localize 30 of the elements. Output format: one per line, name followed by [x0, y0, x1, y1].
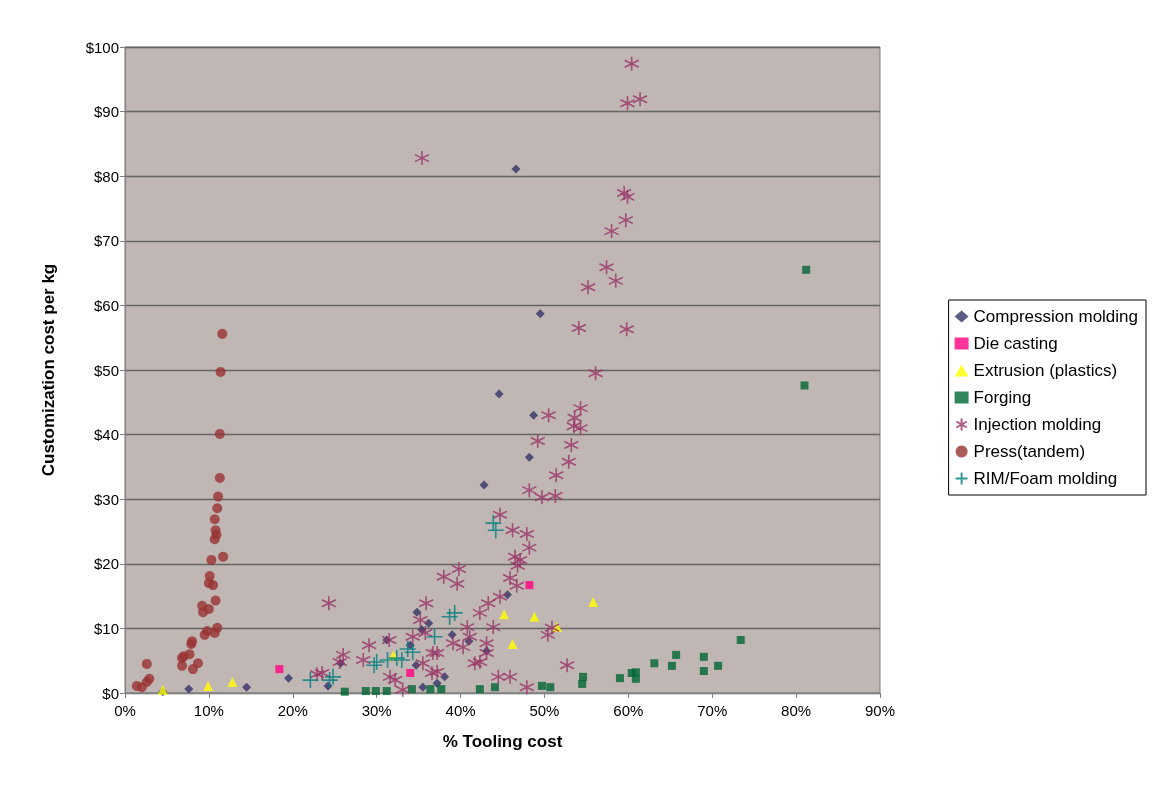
- x-tick-label: 80%: [781, 702, 812, 719]
- legend-label: Press(tandem): [973, 442, 1086, 461]
- x-tick-label: 90%: [864, 702, 896, 719]
- y-axis-title: Customization cost per kg: [39, 263, 58, 477]
- y-tick-label: $10: [93, 619, 119, 637]
- y-tick-label: $20: [93, 555, 119, 573]
- y-tick-label: $90: [93, 103, 119, 121]
- legend-label: Extrusion (plastics): [973, 361, 1118, 380]
- y-tick-label: $40: [93, 426, 119, 444]
- x-tick-label: 50%: [529, 702, 560, 719]
- y-tick-label: $50: [93, 361, 119, 379]
- y-tick-label: $60: [93, 296, 119, 314]
- x-tick-label: 40%: [445, 702, 476, 719]
- y-tick-label: $30: [93, 490, 119, 508]
- y-tick-label: $0: [102, 684, 119, 702]
- legend-label: Compression molding: [973, 307, 1138, 326]
- legend-label: Injection molding: [973, 415, 1102, 434]
- x-tick-label: 70%: [697, 702, 728, 719]
- y-tick-label: $70: [93, 232, 119, 250]
- x-tick-label: 60%: [613, 702, 644, 719]
- y-tick-label: $100: [85, 38, 119, 56]
- x-axis-title: % Tooling cost: [442, 732, 563, 751]
- legend-label: RIM/Foam molding: [973, 469, 1118, 488]
- x-tick-label: 30%: [361, 702, 392, 719]
- legend-label: Die casting: [973, 334, 1058, 353]
- y-tick-label: $80: [93, 167, 119, 185]
- legend-label: Forging: [973, 388, 1032, 407]
- x-tick-label: 20%: [277, 702, 308, 719]
- x-tick-label: 0%: [114, 702, 136, 719]
- x-tick-label: 10%: [193, 702, 224, 719]
